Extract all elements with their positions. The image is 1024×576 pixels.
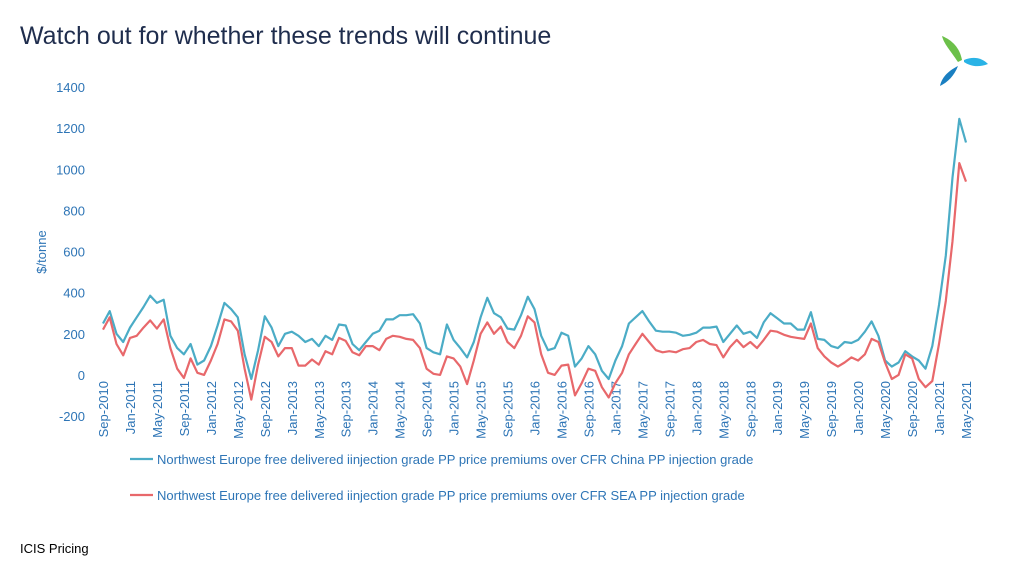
x-tick-label: Jan-2015 <box>447 381 462 435</box>
x-tick-label: Sep-2014 <box>420 381 435 437</box>
x-tick-label: Jan-2017 <box>608 381 623 435</box>
footer: ICIS Pricing <box>20 541 89 556</box>
y-tick-label: 1200 <box>56 121 85 136</box>
series-line <box>102 117 968 381</box>
x-tick-label: Jan-2013 <box>285 381 300 435</box>
x-tick-label: Jan-2019 <box>770 381 785 435</box>
x-tick-label: May-2017 <box>635 381 650 439</box>
y-axis-label: $/tonne <box>34 230 49 273</box>
x-tick-label: Sep-2017 <box>662 381 677 437</box>
x-tick-label: Jan-2021 <box>932 381 947 435</box>
legend-label: Northwest Europe free delivered iinjecti… <box>157 488 745 503</box>
x-tick-label: May-2015 <box>474 381 489 439</box>
x-tick-label: Sep-2019 <box>824 381 839 437</box>
y-tick-label: 600 <box>63 245 85 260</box>
x-tick-label: Sep-2010 <box>96 381 111 437</box>
x-tick-label: May-2016 <box>554 381 569 439</box>
x-tick-label: Sep-2018 <box>743 381 758 437</box>
y-tick-label: 1000 <box>56 162 85 177</box>
series-line <box>102 162 968 401</box>
x-tick-label: Sep-2013 <box>339 381 354 437</box>
title: Watch out for whether these trends will … <box>20 22 551 50</box>
x-tick-label: Jan-2016 <box>528 381 543 435</box>
legend-label: Northwest Europe free delivered iinjecti… <box>157 452 753 467</box>
x-tick-label: Sep-2015 <box>501 381 516 437</box>
x-tick-label: May-2013 <box>312 381 327 439</box>
x-tick-label: May-2021 <box>959 381 974 439</box>
x-tick-label: Jan-2012 <box>204 381 219 435</box>
y-tick-label: 200 <box>63 327 85 342</box>
x-tick-label: May-2011 <box>150 381 165 438</box>
x-tick-label: Jan-2020 <box>851 381 866 435</box>
x-tick-label: Jan-2011 <box>123 381 138 434</box>
x-tick-label: Sep-2011 <box>177 381 192 436</box>
y-tick-label: -200 <box>59 409 85 424</box>
y-tick-label: 1400 <box>56 80 85 95</box>
x-tick-label: Sep-2012 <box>258 381 273 437</box>
x-tick-label: May-2014 <box>393 381 408 439</box>
y-tick-label: 0 <box>78 368 85 383</box>
y-tick-label: 800 <box>63 203 85 218</box>
x-tick-label: May-2018 <box>716 381 731 439</box>
y-tick-label: 400 <box>63 286 85 301</box>
x-tick-label: May-2012 <box>231 381 246 439</box>
x-tick-label: May-2019 <box>797 381 812 439</box>
x-tick-label: Sep-2020 <box>905 381 920 437</box>
x-tick-label: Jan-2018 <box>689 381 704 435</box>
logo <box>940 36 988 86</box>
x-tick-label: Sep-2016 <box>581 381 596 437</box>
x-tick-label: Jan-2014 <box>366 381 381 435</box>
x-tick-label: May-2020 <box>878 381 893 439</box>
